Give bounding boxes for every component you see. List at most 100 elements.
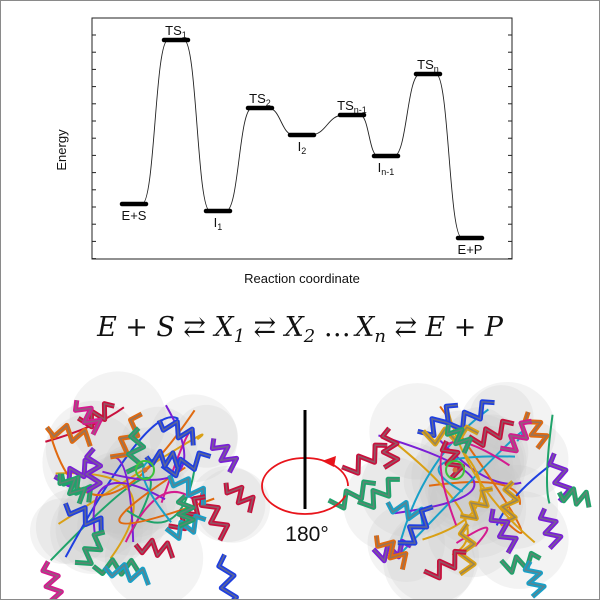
eq-arrow2: ⇄: [253, 312, 276, 343]
eq-arrow3: ⇄: [394, 312, 417, 343]
arrowhead-icon: [322, 456, 336, 467]
eq-xn-sub: n: [374, 326, 386, 347]
surface-blob: [30, 498, 96, 564]
helix-edge: [74, 400, 102, 435]
state-subscript: n: [434, 64, 439, 74]
helix-edge: [490, 508, 518, 554]
helix-edge: [375, 535, 407, 570]
helix-edge: [500, 552, 541, 574]
helix-edge: [211, 438, 238, 473]
loop: [545, 414, 554, 504]
eq-e2: E: [425, 312, 446, 343]
plot-frame: [91, 17, 513, 260]
helix-edge: [126, 427, 145, 473]
helix-edge: [381, 427, 400, 469]
state-name: TS: [165, 23, 182, 38]
iron-atom: [142, 467, 148, 473]
energy-level-label: TSn-1: [337, 98, 367, 115]
energy-level-label: I1: [214, 215, 223, 232]
state-subscript: n-1: [354, 105, 367, 115]
rotation-indicator: 180°: [261, 410, 349, 546]
helix-edge: [500, 420, 532, 452]
helix-edge: [176, 495, 195, 527]
helix-edge: [397, 506, 434, 544]
x-axis-label: Reaction coordinate: [244, 271, 360, 286]
state-name: TS: [249, 91, 266, 106]
helix-edge: [77, 402, 115, 429]
loop: [47, 409, 196, 497]
helix-edge: [558, 487, 590, 508]
helix-edge: [524, 561, 546, 598]
energy-level-label: TS2: [249, 91, 271, 108]
protein-structure-front-view: [30, 371, 271, 599]
state-name: I: [214, 215, 218, 230]
helix-edge: [499, 481, 519, 525]
energy-level-label: TS1: [165, 23, 187, 40]
eq-xn: X: [353, 312, 376, 343]
helix-edge: [446, 424, 472, 454]
helix-edge: [104, 563, 150, 586]
protein-structure-back-view: [327, 381, 592, 599]
heme-ligand: [135, 460, 155, 480]
state-subscript: n-1: [381, 167, 394, 177]
heme-ligand: [445, 460, 465, 480]
helix-edge: [41, 561, 63, 599]
helix-edge: [59, 473, 86, 504]
axis-ticks: [92, 34, 512, 260]
state-subscript: 1: [182, 30, 187, 40]
helix-edge: [341, 444, 388, 475]
eq-s: S: [156, 312, 175, 343]
helix-edge: [357, 478, 400, 509]
eq-x1-sub: 1: [234, 326, 245, 347]
eq-dots: …: [324, 312, 351, 343]
eq-plus2: +: [454, 312, 477, 343]
surface-blob: [175, 404, 238, 468]
helix-edge: [458, 523, 476, 575]
energy-level-label: In-1: [378, 160, 395, 177]
helix-edge: [417, 404, 459, 437]
state-name: TS: [417, 57, 434, 72]
helix-edge: [135, 538, 174, 559]
helix-edge: [46, 424, 91, 447]
eq-x2-sub: 2: [303, 326, 315, 347]
helix-edge: [225, 482, 255, 513]
helix-edge: [539, 508, 563, 549]
eq-x2: X: [283, 312, 306, 343]
loop: [397, 408, 489, 548]
eq-arrow1: ⇄: [183, 312, 206, 343]
reaction-equation: E + S ⇄ X1 ⇄ X2 … Xn ⇄ E + P: [96, 312, 504, 347]
helix-edge: [468, 420, 515, 447]
eq-plus1: +: [125, 312, 148, 343]
state-name: I: [378, 160, 382, 175]
helix-edge: [168, 474, 205, 505]
helix-edge: [460, 488, 493, 520]
energy-level-label: E+S: [122, 208, 147, 223]
surface-blob: [383, 516, 476, 599]
surface-blob: [87, 446, 186, 544]
loop: [124, 463, 197, 524]
eq-p: P: [484, 312, 504, 343]
energy-level-label: TSn: [417, 57, 439, 74]
surface-blob: [88, 448, 178, 538]
helix-edge: [84, 448, 102, 492]
eq-e1: E: [96, 312, 117, 343]
loop: [114, 456, 135, 543]
loop: [437, 455, 516, 493]
state-name: TS: [337, 98, 354, 113]
iron-atom: [452, 467, 458, 473]
state-name: E+S: [122, 208, 147, 223]
helix-edge: [161, 452, 211, 477]
helix-edge: [441, 440, 465, 479]
helix-edge: [92, 558, 141, 576]
helix-edge: [328, 481, 376, 510]
energy-level-label: E+P: [458, 242, 483, 257]
helix-edge: [423, 550, 467, 580]
state-subscript: 2: [301, 146, 306, 156]
rotation-angle-label: 180°: [285, 523, 328, 546]
state-name: I: [298, 139, 302, 154]
loop: [92, 481, 166, 547]
state-name: E+P: [458, 242, 483, 257]
loop: [118, 466, 215, 525]
